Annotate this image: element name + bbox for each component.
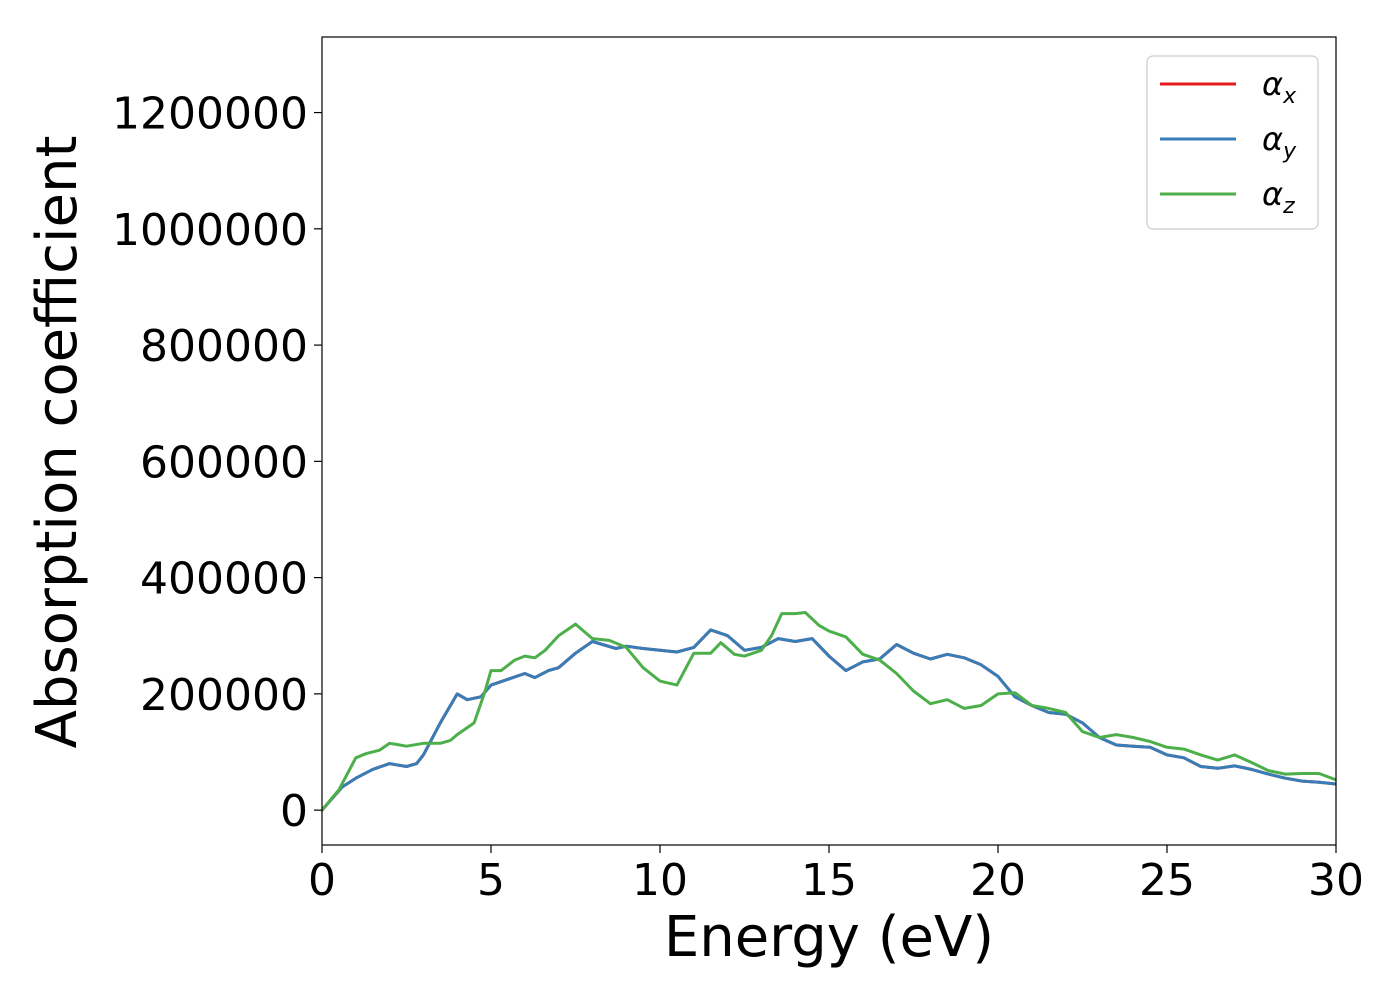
y-tick-label: 200000 — [140, 670, 308, 721]
y-tick-label: 600000 — [140, 437, 308, 488]
series-line-y — [322, 628, 1336, 812]
x-tick-label: 25 — [1139, 855, 1195, 906]
x-tick-label: 5 — [477, 855, 505, 906]
legend-box — [1146, 55, 1319, 230]
y-tick-label: 0 — [280, 786, 308, 837]
x-tick-label: 20 — [970, 855, 1026, 906]
x-tick-label: 15 — [801, 855, 857, 906]
series-line-z — [322, 611, 1336, 812]
x-tick-label: 30 — [1308, 855, 1364, 906]
legend-label-x: αx — [1262, 65, 1297, 109]
legend-label-z: αz — [1262, 175, 1295, 219]
x-tick-label: 0 — [308, 855, 336, 906]
x-axis-title: Energy (eV) — [664, 905, 994, 970]
series-lines — [322, 611, 1336, 812]
x-axis-ticks: 0 5 10 15 20 25 30 — [308, 845, 1364, 906]
legend-label-y: αy — [1262, 120, 1297, 164]
x-tick-label: 10 — [632, 855, 688, 906]
y-tick-label: 400000 — [140, 554, 308, 605]
y-axis-title: Absorption coefficient — [25, 136, 90, 749]
y-tick-label: 1200000 — [112, 89, 308, 140]
y-tick-label: 800000 — [140, 321, 308, 372]
y-axis-ticks: 0 200000 400000 600000 800000 1000000 1200000 — [112, 89, 322, 837]
legend: αx αy αz — [1146, 55, 1319, 230]
y-tick-label: 1000000 — [112, 205, 308, 256]
